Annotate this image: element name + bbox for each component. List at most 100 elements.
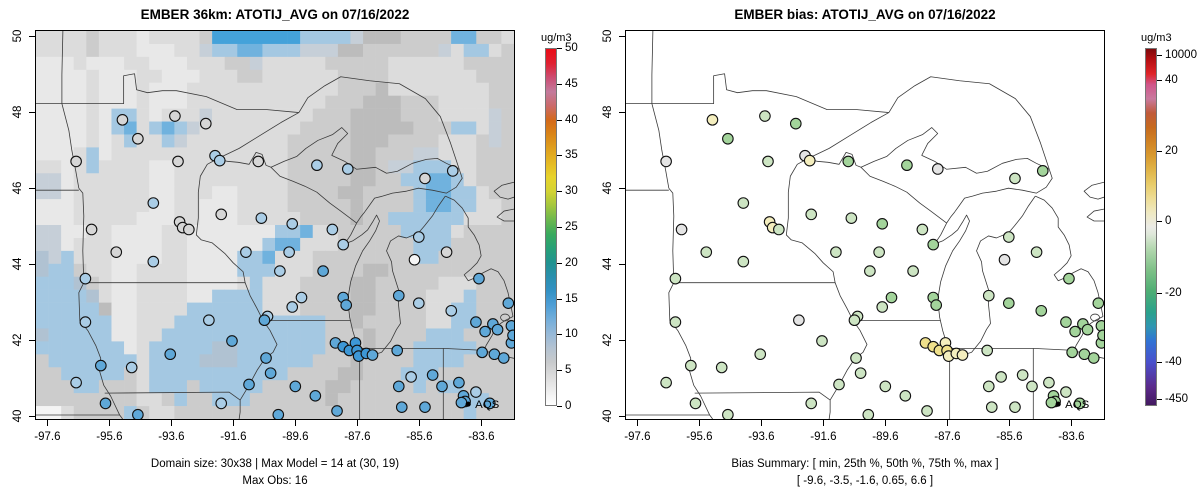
station-marker bbox=[295, 291, 308, 304]
station-marker bbox=[737, 197, 750, 209]
aqs-legend-dot bbox=[465, 401, 471, 407]
x-axis-tick-label: -93.6 bbox=[748, 431, 775, 443]
colorbar-tick bbox=[557, 119, 562, 121]
station-marker bbox=[848, 314, 861, 327]
colorbar-tick bbox=[557, 262, 562, 264]
station-marker bbox=[759, 110, 771, 122]
y-axis-tick-label: 40 bbox=[602, 409, 614, 423]
station-marker bbox=[1035, 304, 1048, 317]
station-marker bbox=[985, 401, 998, 413]
aqs-legend-label: AQS bbox=[1065, 399, 1090, 411]
colorbar-tick-label: 35 bbox=[565, 149, 578, 162]
station-marker bbox=[79, 272, 92, 285]
y-axis-tick-label: 44 bbox=[12, 257, 24, 271]
station-marker bbox=[879, 380, 892, 393]
station-marker bbox=[507, 329, 514, 342]
x-axis-tick-label: -87.6 bbox=[344, 431, 371, 443]
station-marker bbox=[660, 155, 672, 168]
station-marker bbox=[283, 246, 295, 258]
x-axis-tick bbox=[233, 420, 235, 426]
colorbar-tick-label: 10 bbox=[565, 328, 578, 341]
station-marker bbox=[453, 376, 465, 389]
station-marker bbox=[183, 223, 195, 236]
station-marker bbox=[1097, 329, 1104, 342]
station-marker bbox=[1016, 369, 1029, 381]
station-marker bbox=[340, 299, 353, 311]
x-axis-tick bbox=[419, 420, 421, 426]
y-axis-tick-label: 44 bbox=[602, 257, 614, 271]
station-marker bbox=[921, 405, 933, 417]
station-marker bbox=[132, 408, 144, 419]
y-axis-tick bbox=[29, 111, 35, 113]
station-marker bbox=[85, 223, 98, 236]
station-marker bbox=[455, 396, 468, 409]
y-axis-tick bbox=[619, 339, 625, 341]
station-marker bbox=[445, 304, 458, 317]
y-axis-tick-label: 50 bbox=[602, 29, 614, 43]
station-marker bbox=[252, 155, 265, 168]
colorbar-model bbox=[545, 48, 557, 406]
station-marker bbox=[803, 154, 816, 167]
x-axis-tick bbox=[637, 420, 639, 426]
station-marker bbox=[258, 314, 271, 327]
station-marker bbox=[419, 172, 431, 185]
panel-bias-title: EMBER bias: ATOTIJ_AVG on 07/16/2022 bbox=[734, 7, 996, 22]
station-marker bbox=[1073, 397, 1086, 410]
station-marker bbox=[264, 367, 277, 379]
colorbar-tick bbox=[557, 370, 562, 372]
colorbar-tick bbox=[557, 334, 562, 336]
station-marker bbox=[830, 246, 842, 258]
station-marker bbox=[392, 289, 405, 302]
station-marker bbox=[850, 352, 862, 364]
colorbar-tick-label: 20 bbox=[565, 256, 578, 269]
station-marker bbox=[805, 208, 818, 221]
x-axis-tick bbox=[1009, 420, 1011, 426]
station-marker bbox=[907, 265, 919, 277]
station-marker bbox=[331, 405, 343, 417]
station-marker bbox=[927, 238, 940, 251]
x-axis-tick-label: -97.6 bbox=[624, 431, 651, 443]
station-marker bbox=[675, 223, 688, 236]
station-marker bbox=[470, 386, 482, 398]
station-marker bbox=[1030, 246, 1043, 258]
station-marker bbox=[1009, 172, 1021, 185]
y-axis-tick bbox=[619, 263, 625, 265]
colorbar-tick bbox=[557, 83, 562, 85]
station-marker bbox=[754, 348, 767, 361]
colorbar-tick bbox=[557, 406, 562, 407]
station-marker bbox=[405, 371, 417, 383]
colorbar-tick-label: 10000 bbox=[1165, 49, 1197, 62]
station-marker bbox=[1002, 231, 1015, 243]
panel-model-plotbox: AQS bbox=[35, 30, 515, 420]
colorbar-bias bbox=[1145, 48, 1157, 406]
station-marker bbox=[1043, 376, 1055, 389]
x-axis-tick bbox=[761, 420, 763, 426]
x-axis-tick bbox=[885, 420, 887, 426]
station-marker bbox=[132, 132, 144, 145]
station-marker bbox=[79, 316, 92, 328]
y-axis-tick bbox=[29, 263, 35, 265]
x-axis-tick-label: -89.6 bbox=[872, 431, 899, 443]
colorbar-model-units: ug/m3 bbox=[541, 32, 572, 44]
x-axis-tick bbox=[295, 420, 297, 426]
y-axis-tick-label: 50 bbox=[12, 29, 24, 43]
station-marker bbox=[326, 223, 339, 236]
station-marker bbox=[1069, 325, 1081, 338]
station-marker bbox=[876, 217, 889, 230]
y-axis-tick-label: 46 bbox=[12, 181, 24, 195]
station-marker bbox=[1063, 272, 1075, 285]
panel-bias-map: AQS bbox=[626, 31, 1104, 419]
x-axis-tick bbox=[481, 420, 483, 426]
colorbar-tick-label: 15 bbox=[565, 292, 578, 305]
station-marker bbox=[203, 314, 215, 327]
station-marker bbox=[70, 376, 82, 389]
y-axis-tick bbox=[619, 187, 625, 189]
station-marker bbox=[110, 246, 123, 258]
station-marker bbox=[854, 367, 867, 379]
colorbar-tick-label: 20 bbox=[1165, 144, 1178, 157]
station-marker bbox=[1092, 297, 1104, 310]
station-marker bbox=[497, 352, 510, 364]
station-marker bbox=[479, 325, 491, 338]
y-axis-tick-label: 42 bbox=[12, 333, 24, 347]
station-marker bbox=[1036, 165, 1049, 177]
